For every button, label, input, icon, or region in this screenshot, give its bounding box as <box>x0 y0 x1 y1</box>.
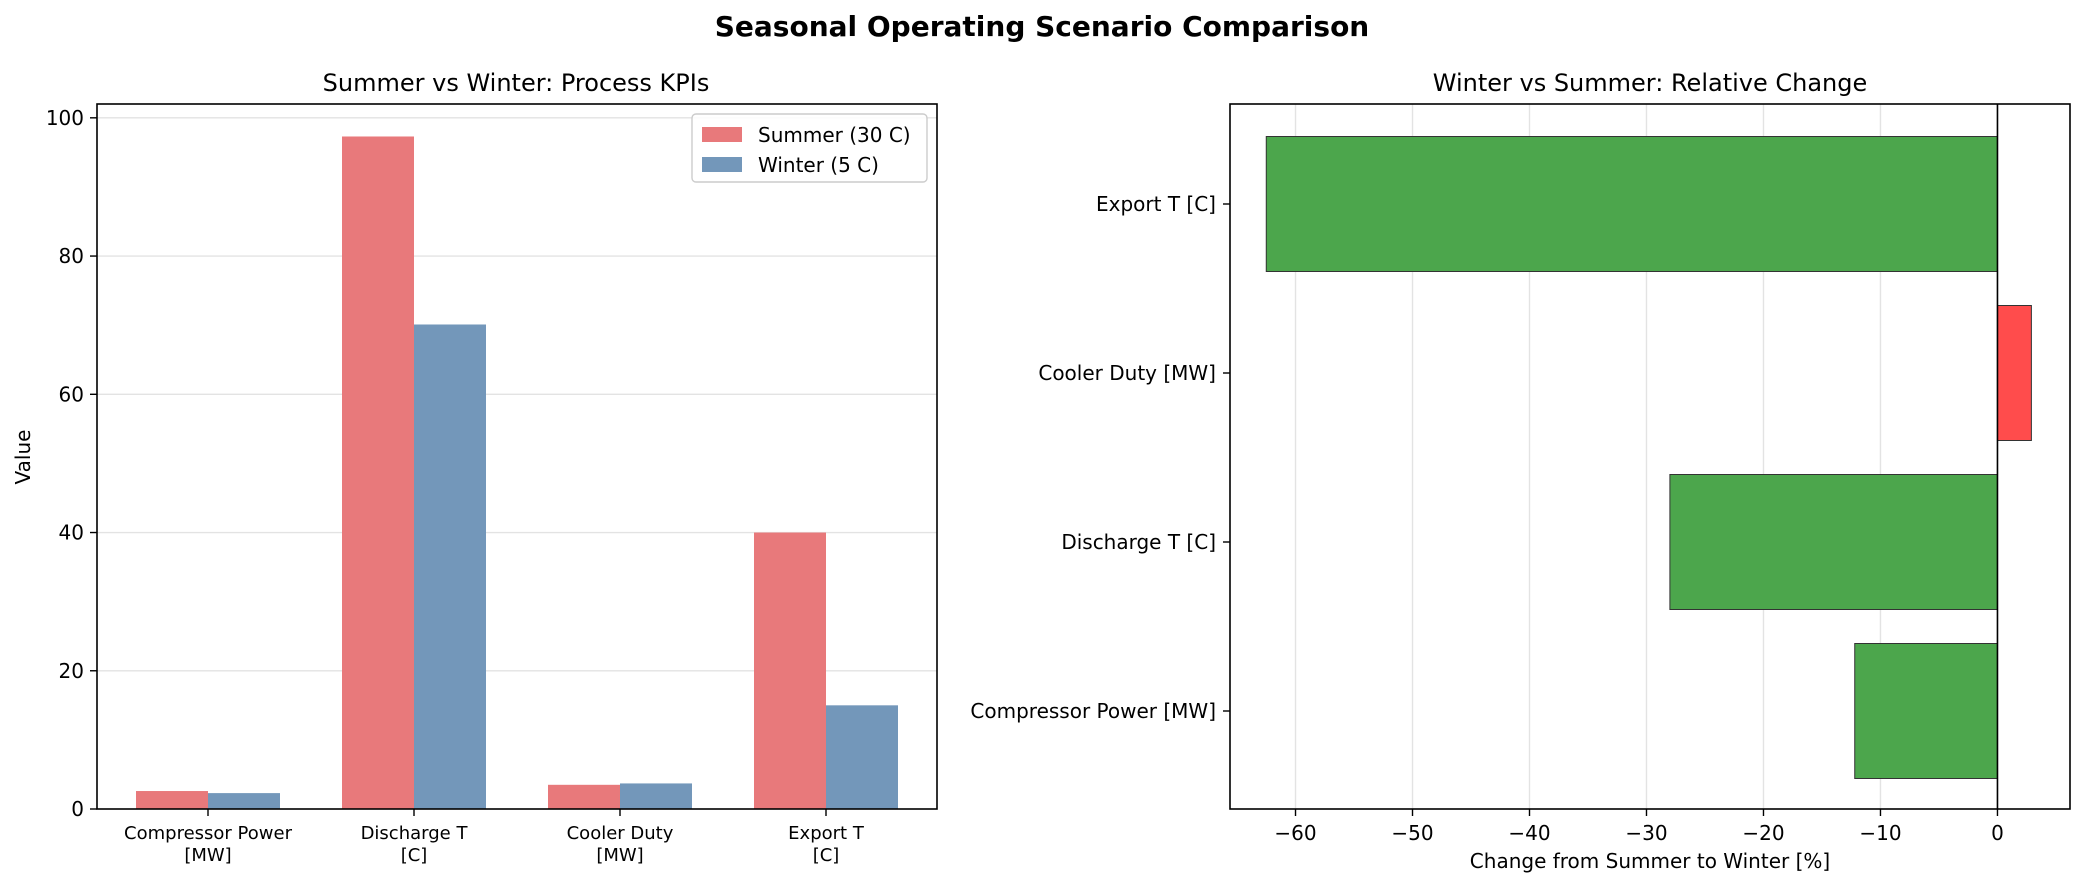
right-x-axis: −60 −50 −40 −30 −20 −10 0 <box>1274 809 2004 845</box>
left-bar-winter <box>414 324 486 809</box>
right-bar <box>1854 643 1998 779</box>
left-chart-title: Summer vs Winter: Process KPIs <box>323 69 710 97</box>
left-bar-winter <box>208 793 280 809</box>
right-x-tick-label: −50 <box>1391 821 1433 845</box>
right-x-tick-label: −10 <box>1859 821 1901 845</box>
right-y-tick-label: Export T [C] <box>1096 192 1216 216</box>
right-y-tick-label: Compressor Power [MW] <box>970 699 1216 723</box>
right-x-axis-label: Change from Summer to Winter [%] <box>1470 849 1830 873</box>
left-bar-summer <box>548 784 620 809</box>
right-x-tick-label: 0 <box>1991 821 2004 845</box>
left-chart: Summer vs Winter: Process KPIs 0 20 40 60 80… <box>11 69 938 866</box>
left-y-tick-label: 20 <box>59 659 84 683</box>
left-x-tick-label: [C] <box>401 845 428 866</box>
left-legend: Summer (30 C) Winter (5 C) <box>691 113 928 183</box>
right-x-tick-label: −20 <box>1742 821 1784 845</box>
left-y-tick-label: 60 <box>59 382 84 406</box>
left-legend-swatch <box>702 127 742 142</box>
left-x-tick-label: Compressor Power <box>124 823 293 844</box>
left-bars <box>136 136 898 809</box>
right-chart: Winter vs Summer: Relative Change Compre… <box>970 69 2071 873</box>
left-x-axis: Compressor Power[MW]Discharge T[C]Cooler… <box>124 809 865 866</box>
left-y-tick-label: 40 <box>59 521 84 545</box>
left-legend-label: Winter (5 C) <box>758 153 879 177</box>
right-y-tick-label: Discharge T [C] <box>1061 530 1216 554</box>
left-legend-label: Summer (30 C) <box>758 123 911 147</box>
figure-title: Seasonal Operating Scenario Comparison <box>715 10 1370 43</box>
left-x-tick-label: Discharge T <box>361 823 469 844</box>
left-bar-summer <box>754 532 826 809</box>
left-legend-swatch <box>702 157 742 172</box>
right-y-axis: Compressor Power [MW] Discharge T [C] Cool… <box>970 192 1230 723</box>
right-x-tick-label: −40 <box>1508 821 1550 845</box>
left-y-tick-label: 0 <box>71 797 84 821</box>
right-bar <box>1265 136 1998 272</box>
left-x-tick-label: [C] <box>813 845 840 866</box>
right-plot-frame <box>1229 103 2071 810</box>
left-x-tick-label: Export T <box>788 823 865 844</box>
right-x-tick-label: −30 <box>1625 821 1667 845</box>
right-y-tick-label: Cooler Duty [MW] <box>1038 361 1216 385</box>
left-x-tick-label: Cooler Duty <box>567 823 674 844</box>
left-bar-winter <box>620 783 692 809</box>
left-y-tick-label: 100 <box>46 106 84 130</box>
left-x-tick-label: [MW] <box>184 845 231 866</box>
right-chart-title: Winter vs Summer: Relative Change <box>1433 69 1868 97</box>
left-bar-winter <box>826 705 898 809</box>
left-legend-box <box>691 113 928 183</box>
right-bar <box>1996 305 2032 441</box>
left-plot-frame <box>96 103 938 810</box>
left-bar-summer <box>136 791 208 809</box>
right-bar <box>1669 474 1998 610</box>
left-x-tick-label: [MW] <box>596 845 643 866</box>
left-y-axis: 0 20 40 60 80 100 <box>46 106 97 821</box>
left-y-axis-label: Value <box>11 430 35 485</box>
right-x-tick-label: −60 <box>1274 821 1316 845</box>
right-bars <box>1265 136 2032 779</box>
left-y-tick-label: 80 <box>59 244 84 268</box>
left-bar-summer <box>342 136 414 809</box>
